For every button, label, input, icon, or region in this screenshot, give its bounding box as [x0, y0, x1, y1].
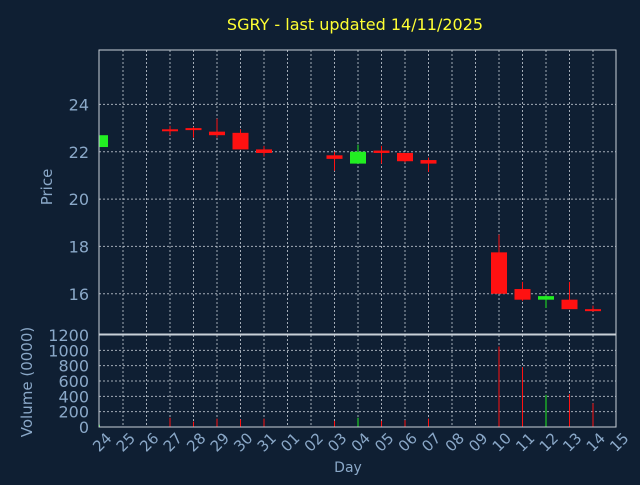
day-tick-label: 03 [324, 429, 350, 455]
day-tick-label: 08 [442, 429, 468, 455]
day-tick-label: 27 [160, 429, 186, 455]
price-y-tick-label: 18 [69, 237, 89, 256]
day-tick-label: 15 [606, 429, 632, 455]
day-tick-label: 31 [254, 429, 280, 455]
volume-y-tick-label: 400 [58, 387, 89, 406]
price-axis-label: Price [38, 169, 56, 206]
candle-body-31 [256, 149, 272, 153]
candle-body-04 [350, 151, 366, 164]
volume-y-tick-label: 800 [58, 357, 89, 376]
candle-body-12 [538, 296, 554, 300]
price-y-tick-label: 22 [69, 143, 89, 162]
price-frame [98, 49, 617, 335]
price-y-tick-labels: 16 18 20 22 24 [69, 95, 89, 303]
candle-body-13 [561, 299, 578, 310]
volume-bars [99, 346, 594, 427]
volume-y-tick-label: 200 [58, 403, 89, 422]
candle-body-27 [162, 129, 178, 132]
candle-body-11 [514, 289, 531, 300]
candle-body-03 [326, 155, 343, 159]
price-y-tick-label: 24 [69, 95, 89, 114]
day-tick-label: 14 [583, 429, 609, 455]
volume-axis-label: Volume (0000) [18, 327, 36, 437]
day-tick-label: 30 [230, 429, 256, 455]
day-tick-label: 25 [113, 429, 139, 455]
price-y-tick-label: 16 [69, 285, 89, 304]
day-tick-label: 09 [465, 429, 491, 455]
day-tick-label: 07 [418, 429, 444, 455]
volume-y-tick-label: 1200 [48, 326, 89, 345]
day-tick-label: 11 [512, 429, 538, 455]
candle-body-05 [373, 150, 390, 153]
candle-body-10 [491, 252, 507, 294]
candle-body-29 [209, 131, 225, 136]
x-axis-label: Day [334, 460, 362, 476]
volume-y-tick-label: 1000 [48, 341, 89, 360]
candle-body-28 [185, 128, 202, 131]
chart-title: SGRY - last updated 14/11/2025 [227, 15, 483, 34]
day-tick-label: 06 [395, 429, 421, 455]
price-grid [99, 50, 616, 334]
day-tick-label: 24 [89, 429, 115, 455]
day-tick-label: 05 [371, 429, 397, 455]
day-tick-label: 12 [536, 429, 562, 455]
day-tick-label: 10 [489, 429, 515, 455]
volume-frame [98, 334, 617, 428]
day-tick-label: 28 [183, 429, 209, 455]
day-tick-labels: 2425262728293031010203040506070809101112… [89, 429, 632, 455]
price-candles [99, 118, 601, 312]
candle-body-24 [100, 135, 108, 148]
volume-y-tick-label: 0 [79, 418, 89, 437]
volume-grid [99, 335, 616, 427]
day-tick-label: 04 [348, 429, 374, 455]
day-tick-label: 26 [136, 429, 162, 455]
volume-y-tick-label: 600 [58, 372, 89, 391]
price-panel: 16 18 20 22 24 Price [38, 49, 617, 335]
candle-body-06 [397, 152, 413, 162]
day-tick-label: 01 [277, 429, 303, 455]
day-tick-label: 13 [559, 429, 585, 455]
price-y-tick-label: 20 [69, 190, 89, 209]
candle-body-07 [420, 160, 437, 164]
candle-body-14 [585, 309, 601, 312]
day-tick-label: 29 [207, 429, 233, 455]
day-tick-label: 02 [301, 429, 327, 455]
candle-body-30 [232, 132, 249, 150]
